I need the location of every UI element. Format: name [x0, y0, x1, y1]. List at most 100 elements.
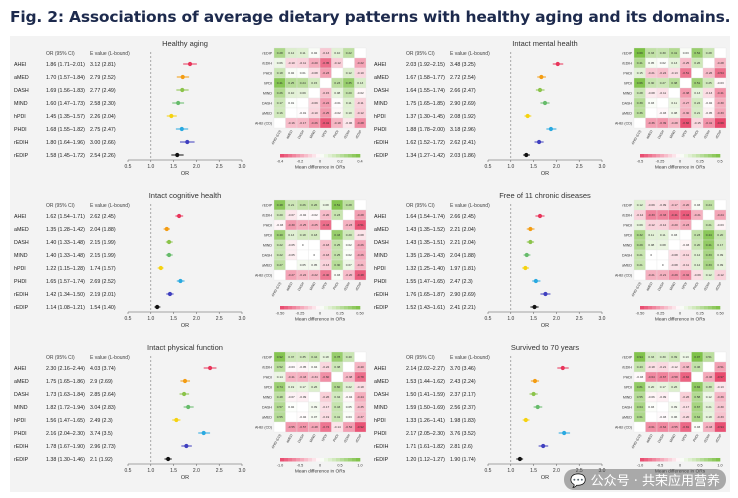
- color-scale-segment: [352, 154, 357, 158]
- heatmap-cell-label: -0.08: [671, 253, 678, 257]
- heatmap-cell-label: 0.03: [334, 273, 340, 277]
- color-scale-segment: [660, 458, 665, 462]
- heatmap-cell-label: 0.02: [346, 243, 352, 247]
- or-point: [517, 456, 523, 462]
- color-scale-segment: [284, 154, 289, 158]
- heatmap-cell-label: -0.15: [322, 91, 329, 95]
- heatmap-cell-label: -0.36: [648, 121, 655, 125]
- heatmap-col-label: rEDIP: [715, 129, 723, 139]
- heatmap-cell-label: 0.08: [334, 91, 340, 95]
- color-scale-segment: [668, 154, 673, 158]
- heatmap-cell-label: 0.08: [648, 243, 654, 247]
- heatmap-cell-label: -0.34: [311, 375, 318, 379]
- heatmap-cell-label: 0.13: [357, 81, 363, 85]
- x-tick-label: 1.5: [530, 468, 537, 474]
- heatmap-cell-label: 0.48: [277, 203, 283, 207]
- heatmap-col-label: PHDI: [692, 433, 700, 442]
- evalue-value: 2.1 (1.92): [90, 457, 113, 463]
- or-ci-header: OR (95% CI): [46, 51, 75, 57]
- heatmap-cell-label: -0.23: [682, 223, 689, 227]
- color-scale-segment: [304, 458, 309, 462]
- heatmap-cell-label: 0.10: [334, 51, 340, 55]
- or-point: [179, 126, 184, 132]
- row-label: MIND: [374, 405, 388, 411]
- evalue-value: 2.21 (2.04): [450, 227, 476, 233]
- heatmap-col-label: DASH: [657, 281, 665, 292]
- row-label: rEDIH: [14, 444, 29, 450]
- row-label: DASH: [374, 240, 389, 246]
- heatmap-cell: [296, 97, 309, 109]
- or-point: [176, 213, 182, 219]
- color-scale-segment: [320, 458, 325, 462]
- heatmap-cell-label: 0.38: [706, 385, 712, 389]
- heatmap-row-label: hPDI: [624, 82, 632, 86]
- heatmap-cell-label: 0.27: [277, 263, 283, 267]
- heatmap-cell-label: -0.15: [694, 121, 701, 125]
- or-ci-value: 1.80 (1.64–1.96): [46, 140, 85, 146]
- heatmap-cell-label: 0.03: [346, 415, 352, 419]
- row-label: rEDIH: [14, 292, 29, 298]
- color-scale-segment: [668, 458, 673, 462]
- heatmap-cell-label: 0.81: [637, 385, 643, 389]
- heatmap-cell-label: 0.11: [346, 101, 352, 105]
- heatmap-cell-label: -0.66: [682, 121, 689, 125]
- watermark-text: 公众号 · 共荣应用营养: [590, 474, 720, 489]
- heatmap-axis-label: Mean difference in ORs: [655, 469, 706, 475]
- heatmap-cell: [645, 411, 658, 423]
- heatmap-row-label: PHDI: [263, 72, 272, 76]
- heatmap-col-label: rEDIH: [343, 281, 351, 291]
- heatmap-cell-label: -0.19: [322, 415, 329, 419]
- heatmap-row-label: MIND: [263, 396, 273, 400]
- color-scale-segment: [328, 458, 333, 462]
- color-scale-segment: [300, 154, 305, 158]
- color-scale-segment: [680, 306, 685, 310]
- or-ci-value: 1.68 (1.55–1.82): [46, 127, 85, 133]
- color-scale-segment: [344, 306, 349, 310]
- or-ci-value: 1.52 (1.43–1.61): [406, 305, 445, 311]
- heatmap-cell-label: 0.28: [637, 91, 643, 95]
- heatmap-col-label: hPDI: [321, 129, 328, 138]
- color-scale-tick: -0.5: [297, 464, 304, 468]
- or-point: [537, 213, 543, 219]
- evalue-value: 2.69 (2.52): [90, 279, 116, 285]
- or-ci-value: 1.20 (1.12–1.27): [406, 457, 445, 463]
- heatmap-cell: [273, 269, 286, 281]
- x-tick-label: 2.5: [576, 164, 583, 170]
- heatmap-cell-label: 0.40: [346, 355, 352, 359]
- row-label: hPDI: [374, 418, 386, 424]
- evalue-value: 2.56 (2.37): [450, 405, 476, 411]
- x-axis-label: OR: [541, 475, 549, 481]
- color-scale-tick: -0.25: [656, 160, 665, 164]
- heatmap-cell: [714, 47, 727, 59]
- heatmap-cell-label: -0.13: [322, 51, 329, 55]
- heatmap-cell: [714, 199, 727, 211]
- heatmap-cell-label: 0.26: [311, 385, 317, 389]
- heatmap-cell: [331, 219, 344, 231]
- or-ci-value: 1.50 (1.41–1.59): [406, 392, 445, 398]
- color-scale-segment: [700, 458, 705, 462]
- heatmap-row-label: rEDIP: [622, 204, 632, 208]
- heatmap-cell: [354, 269, 367, 281]
- row-label: AHEI: [14, 62, 26, 68]
- color-scale-segment: [292, 306, 297, 310]
- heatmap-cell-label: 0.41: [334, 415, 340, 419]
- row-label: rEDIP: [14, 457, 29, 463]
- heatmap-cell-label: 0.05: [311, 263, 317, 267]
- heatmap-cell-label: -0.06: [345, 121, 352, 125]
- heatmap-cell-label: -0.23: [345, 223, 352, 227]
- or-ci-value: 2.17 (2.05–2.30): [406, 431, 445, 437]
- x-tick-label: 3.0: [599, 164, 606, 170]
- or-ci-value: 1.82 (1.72–1.94): [46, 405, 85, 411]
- or-ci-value: 1.33 (1.26–1.41): [406, 418, 445, 424]
- heatmap-cell-label: -0.05: [705, 111, 712, 115]
- heatmap-cell-label: 0.09: [717, 263, 723, 267]
- heatmap-cell-label: 0.05: [300, 263, 306, 267]
- evalue-value: 2.79 (2.52): [90, 75, 116, 81]
- heatmap-cell-label: -0.17: [299, 121, 306, 125]
- heatmap-cell-label: -0.40: [357, 365, 364, 369]
- heatmap-row-label: PHDI: [263, 376, 272, 380]
- watermark: 💬 公众号 · 共荣应用营养: [564, 469, 726, 490]
- plot-title: Free of 11 chronic diseases: [499, 191, 591, 200]
- color-scale-segment: [280, 154, 285, 158]
- heatmap-cell: [331, 67, 344, 79]
